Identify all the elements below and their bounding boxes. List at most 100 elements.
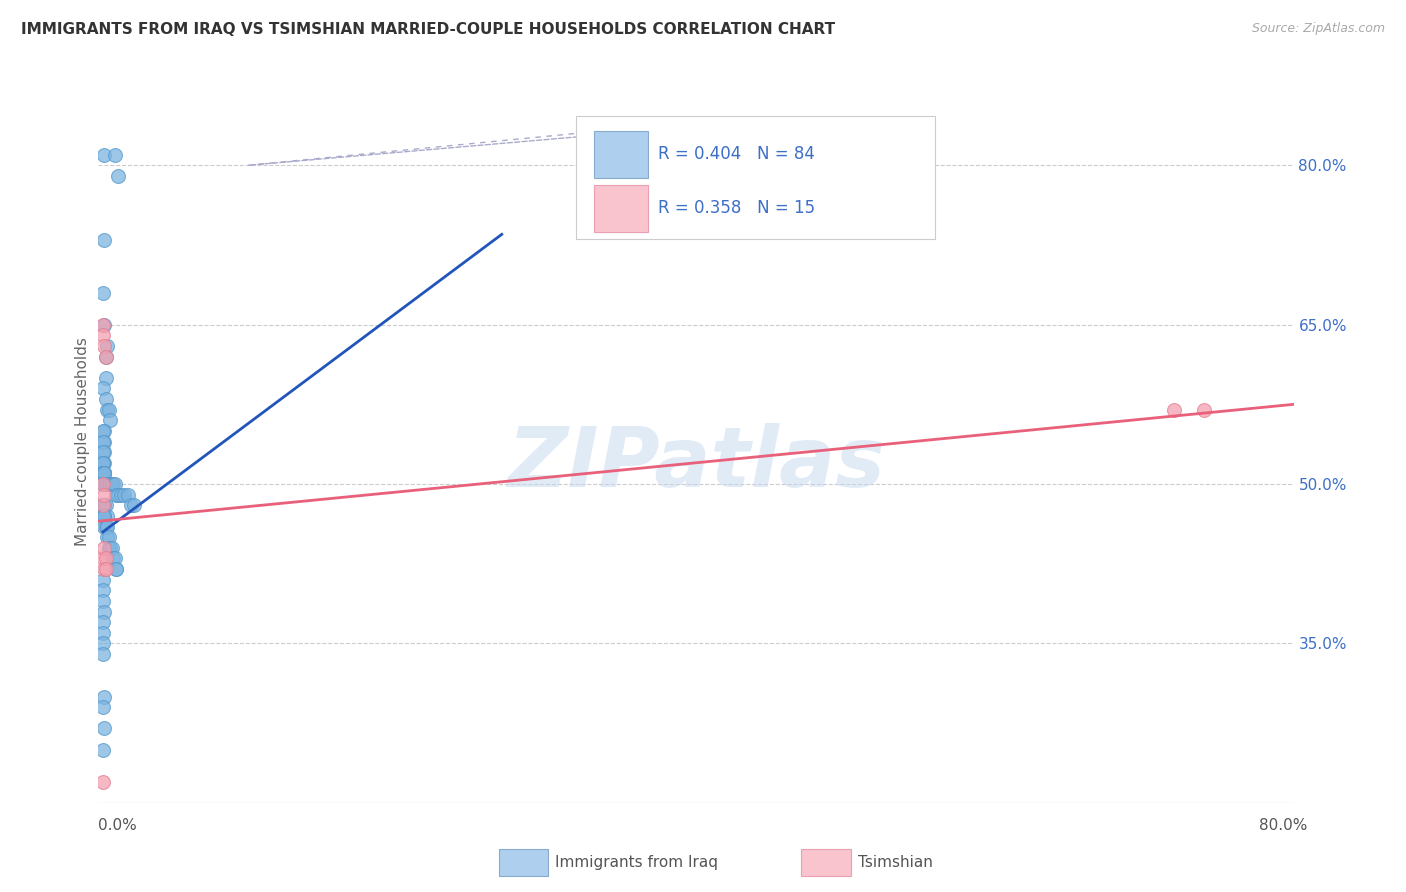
Point (91, 498, 114, 512)
Point (98, 477, 122, 491)
Point (97, 541, 120, 555)
Point (93, 467, 115, 481)
Point (96, 402, 118, 417)
Point (96, 508, 118, 523)
Point (104, 147, 127, 161)
Point (91, 625, 114, 640)
Point (91, 467, 114, 481)
Point (91, 467, 114, 481)
Point (93, 488, 115, 502)
Point (91, 434, 114, 449)
Point (91, 647, 114, 661)
Y-axis label: Married-couple Households: Married-couple Households (75, 337, 90, 546)
Point (93, 424, 115, 438)
Point (94, 371, 117, 385)
Point (94, 477, 117, 491)
Point (94, 562, 117, 576)
Point (91, 508, 114, 523)
Point (93, 467, 115, 481)
Point (98, 413, 122, 427)
Point (91, 583, 114, 598)
Point (91, 551, 114, 566)
Point (98, 541, 122, 555)
Point (93, 508, 115, 523)
Point (104, 477, 127, 491)
Point (103, 477, 125, 491)
Point (91, 456, 114, 470)
Point (93, 519, 115, 533)
Point (93, 445, 115, 459)
Point (117, 488, 139, 502)
Point (96, 339, 118, 353)
Point (91, 498, 114, 512)
Point (124, 498, 146, 512)
Point (91, 636, 114, 650)
Point (91, 508, 114, 523)
Point (91, 381, 114, 395)
FancyBboxPatch shape (595, 131, 648, 178)
Point (1163, 402, 1185, 417)
Text: Immigrants from Iraq: Immigrants from Iraq (555, 855, 718, 870)
Point (91, 424, 114, 438)
Point (91, 573, 114, 587)
Point (101, 477, 124, 491)
Point (91, 445, 114, 459)
Point (91, 498, 114, 512)
Text: R = 0.404   N = 84: R = 0.404 N = 84 (658, 145, 814, 163)
Point (91, 328, 114, 343)
FancyBboxPatch shape (576, 116, 935, 239)
Point (93, 318, 115, 332)
Point (91, 594, 114, 608)
Point (93, 498, 115, 512)
Point (91, 477, 114, 491)
Point (107, 169, 129, 183)
Point (94, 350, 117, 364)
Point (96, 530, 118, 544)
Point (96, 519, 118, 533)
Point (91, 467, 114, 481)
Point (93, 541, 115, 555)
Point (91, 774, 114, 789)
Point (91, 615, 114, 630)
Point (94, 477, 117, 491)
Text: 0.0%: 0.0% (98, 818, 138, 832)
Point (93, 508, 115, 523)
Point (93, 147, 115, 161)
Point (105, 562, 128, 576)
Point (93, 233, 115, 247)
Point (97, 477, 120, 491)
Point (94, 519, 117, 533)
Point (91, 498, 114, 512)
Point (91, 742, 114, 756)
Point (104, 551, 127, 566)
Point (107, 488, 129, 502)
Point (91, 477, 114, 491)
Text: Source: ZipAtlas.com: Source: ZipAtlas.com (1251, 22, 1385, 36)
Point (93, 562, 115, 576)
Text: ZIPatlas: ZIPatlas (508, 423, 884, 504)
Point (120, 498, 142, 512)
Point (93, 339, 115, 353)
Point (94, 477, 117, 491)
Point (94, 498, 117, 512)
Text: IMMIGRANTS FROM IRAQ VS TSIMSHIAN MARRIED-COUPLE HOUSEHOLDS CORRELATION CHART: IMMIGRANTS FROM IRAQ VS TSIMSHIAN MARRIE… (21, 22, 835, 37)
Text: 80.0%: 80.0% (1260, 818, 1308, 832)
Point (93, 498, 115, 512)
Point (93, 605, 115, 619)
Point (93, 722, 115, 736)
Point (93, 467, 115, 481)
Point (94, 551, 117, 566)
Point (91, 285, 114, 300)
Point (91, 700, 114, 714)
Point (93, 467, 115, 481)
Point (91, 318, 114, 332)
Point (91, 456, 114, 470)
Point (91, 477, 114, 491)
Point (101, 541, 124, 555)
Point (110, 488, 132, 502)
Point (103, 551, 125, 566)
Point (93, 456, 115, 470)
Point (91, 467, 114, 481)
Point (97, 530, 120, 544)
Point (1192, 402, 1215, 417)
